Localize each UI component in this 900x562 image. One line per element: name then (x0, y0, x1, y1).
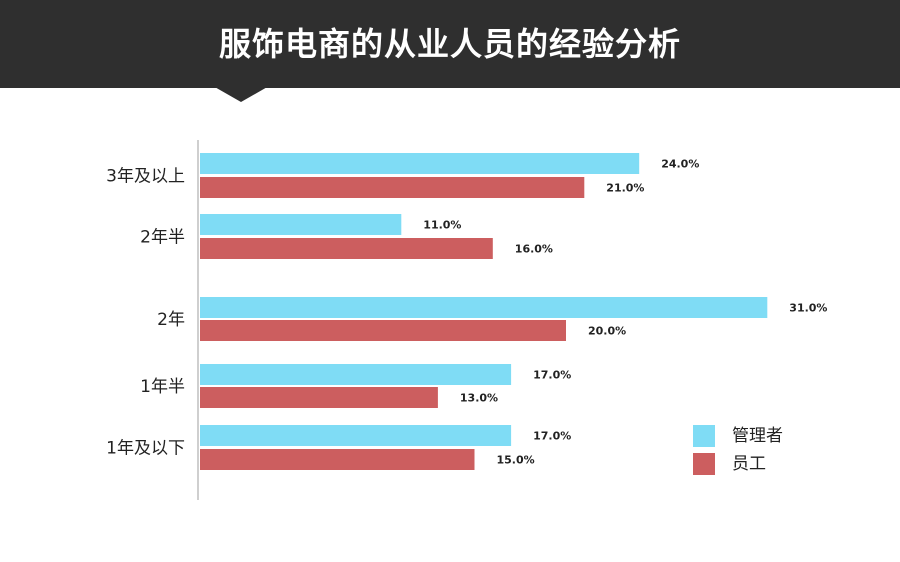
data-label: 13.0% (460, 392, 498, 405)
data-label: 21.0% (606, 182, 644, 195)
data-label: 24.0% (661, 158, 699, 171)
data-label: 15.0% (497, 454, 535, 467)
data-label: 17.0% (533, 430, 571, 443)
bars-layer: 3年及以上 24.0% 21.0% 2年半 11.0% 16.0% 2年 31.0% 20.0%… (106, 153, 827, 470)
category-label: 3年及以上 (106, 167, 185, 187)
banner-pointer (213, 86, 269, 102)
data-label: 16.0% (515, 243, 553, 256)
bar-manager (200, 364, 512, 385)
bar-manager (200, 425, 512, 446)
category-label: 2年半 (140, 228, 185, 248)
chart-title: 服饰电商的从业人员的经验分析 (218, 25, 681, 63)
legend-swatch (693, 425, 715, 447)
legend-label: 员工 (732, 454, 766, 474)
data-label: 20.0% (588, 325, 626, 338)
title-banner: 服饰电商的从业人员的经验分析 (0, 0, 900, 102)
bar-staff (200, 238, 493, 259)
data-label: 31.0% (789, 302, 827, 315)
bar-staff (200, 387, 438, 408)
bar-manager (200, 214, 402, 235)
category-label: 1年半 (140, 377, 185, 397)
category-label: 1年及以下 (106, 439, 185, 459)
category-label: 2年 (157, 310, 185, 330)
data-label: 17.0% (533, 369, 571, 382)
bar-manager (200, 297, 768, 318)
bar-staff (200, 320, 566, 341)
legend-swatch (693, 453, 715, 475)
bar-staff (200, 449, 475, 470)
bar-manager (200, 153, 640, 174)
bar-staff (200, 177, 585, 198)
legend-label: 管理者 (732, 426, 783, 446)
data-label: 11.0% (423, 219, 461, 232)
